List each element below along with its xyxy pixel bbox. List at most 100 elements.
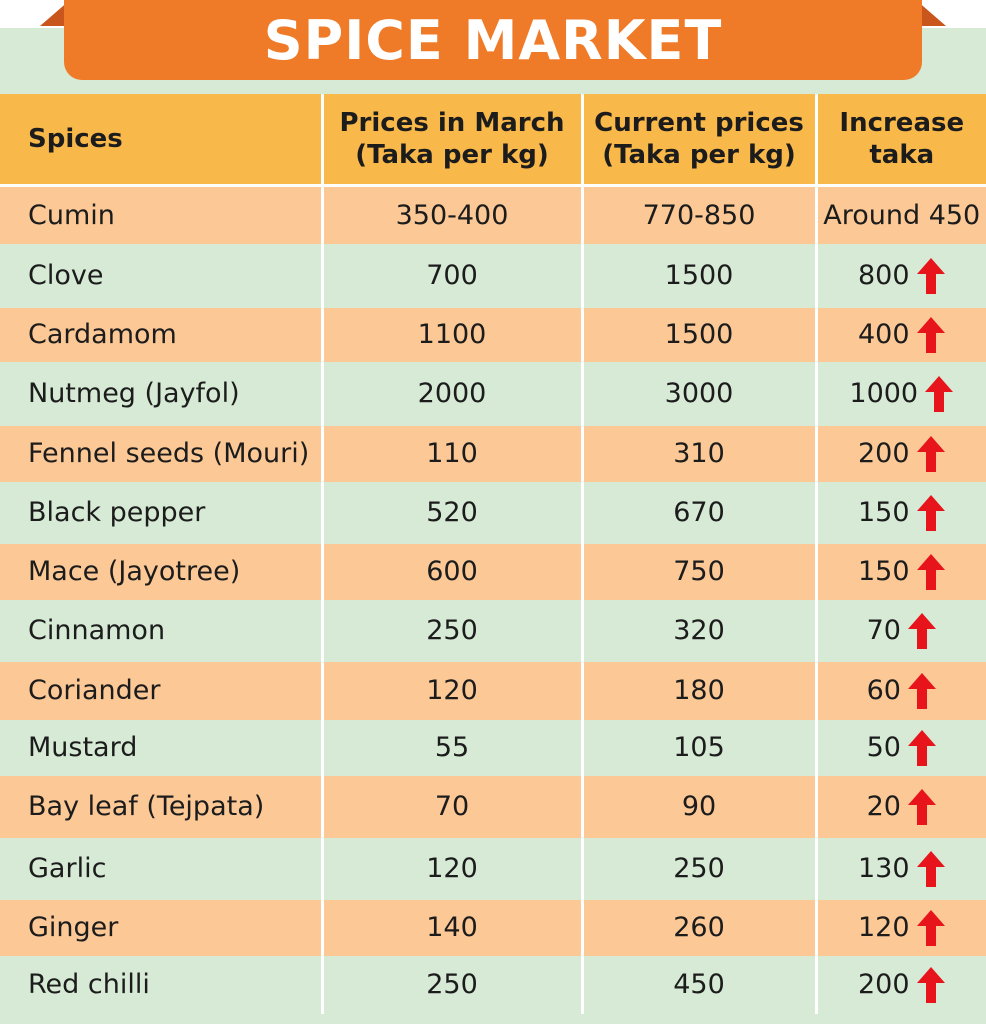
- table-row: Cumin 350-400 770-850 Around 450: [0, 185, 986, 244]
- cell-increase: 20: [814, 775, 986, 838]
- cell-spice: Fennel seeds (Mouri): [0, 425, 322, 482]
- cell-spice: Cumin: [0, 185, 322, 244]
- increase-value: 50: [866, 732, 901, 763]
- cell-current-price: 250: [580, 837, 816, 900]
- table-row: Mustard 55 105 50: [0, 719, 986, 776]
- cell-current-price: 1500: [580, 307, 816, 362]
- cell-march-price: 120: [320, 661, 582, 720]
- cell-current-price: 750: [580, 543, 816, 600]
- cell-increase: 60: [814, 661, 986, 720]
- up-arrow-icon: [916, 257, 945, 294]
- cell-march-price: 600: [320, 543, 582, 600]
- cell-spice: Mace (Jayotree): [0, 543, 322, 600]
- cell-march-price: 55: [320, 719, 582, 776]
- table-row: Cardamom 1100 1500 400: [0, 307, 986, 362]
- cell-spice: Black pepper: [0, 481, 322, 544]
- cell-current-price: 320: [580, 599, 816, 662]
- cell-increase: Around 450: [814, 185, 986, 244]
- table-row: Fennel seeds (Mouri) 110 310 200: [0, 425, 986, 482]
- table-row: Black pepper 520 670 150: [0, 481, 986, 544]
- cell-current-price: 670: [580, 481, 816, 544]
- up-arrow-icon: [916, 553, 945, 590]
- cell-march-price: 70: [320, 775, 582, 838]
- spice-price-table: Spices Prices in March (Taka per kg) Curr…: [0, 94, 986, 1014]
- increase-value: 60: [866, 675, 901, 706]
- banner-area: SPICE MARKET: [0, 0, 986, 94]
- increase-value: 150: [857, 497, 910, 528]
- cell-increase: 70: [814, 599, 986, 662]
- cell-increase: 800: [814, 243, 986, 308]
- up-arrow-icon: [916, 909, 945, 946]
- table-row: Cinnamon 250 320 70: [0, 599, 986, 662]
- cell-spice: Clove: [0, 243, 322, 308]
- table-row: Red chilli 250 450 200: [0, 955, 986, 1014]
- column-header-march-price: Prices in March (Taka per kg): [320, 94, 582, 187]
- cell-spice: Cinnamon: [0, 599, 322, 662]
- cell-spice: Cardamom: [0, 307, 322, 362]
- up-arrow-icon: [925, 375, 954, 412]
- page-title: SPICE MARKET: [263, 8, 723, 72]
- cell-march-price: 350-400: [320, 185, 582, 244]
- table-row: Clove 700 1500 800: [0, 243, 986, 308]
- increase-value: 800: [857, 260, 910, 291]
- column-header-current-price: Current prices (Taka per kg): [580, 94, 816, 187]
- up-arrow-icon: [907, 672, 936, 709]
- table-row: Nutmeg (Jayfol) 2000 3000 1000: [0, 361, 986, 426]
- up-arrow-icon: [916, 966, 945, 1003]
- increase-value: 20: [866, 791, 901, 822]
- up-arrow-icon: [907, 788, 936, 825]
- cell-current-price: 260: [580, 899, 816, 956]
- table-header-row: Spices Prices in March (Taka per kg) Curr…: [0, 94, 986, 187]
- cell-current-price: 450: [580, 955, 816, 1014]
- cell-increase: 130: [814, 837, 986, 900]
- cell-increase: 200: [814, 955, 986, 1014]
- up-arrow-icon: [916, 850, 945, 887]
- table-body: Cumin 350-400 770-850 Around 450 Clove 700 150…: [0, 185, 986, 1014]
- cell-march-price: 520: [320, 481, 582, 544]
- cell-march-price: 120: [320, 837, 582, 900]
- table-row: Bay leaf (Tejpata) 70 90 20: [0, 775, 986, 838]
- cell-march-price: 110: [320, 425, 582, 482]
- increase-value: 120: [857, 912, 910, 943]
- increase-value: Around 450: [823, 199, 981, 231]
- cell-increase: 150: [814, 481, 986, 544]
- cell-current-price: 770-850: [580, 185, 816, 244]
- cell-current-price: 90: [580, 775, 816, 838]
- cell-march-price: 140: [320, 899, 582, 956]
- cell-increase: 1000: [814, 361, 986, 426]
- cell-march-price: 250: [320, 599, 582, 662]
- cell-increase: 120: [814, 899, 986, 956]
- cell-current-price: 3000: [580, 361, 816, 426]
- cell-spice: Nutmeg (Jayfol): [0, 361, 322, 426]
- table-row: Coriander 120 180 60: [0, 661, 986, 720]
- up-arrow-icon: [916, 435, 945, 472]
- increase-value: 130: [857, 853, 910, 884]
- cell-spice: Ginger: [0, 899, 322, 956]
- cell-increase: 50: [814, 719, 986, 776]
- cell-march-price: 2000: [320, 361, 582, 426]
- cell-current-price: 310: [580, 425, 816, 482]
- title-banner: SPICE MARKET: [64, 0, 922, 80]
- cell-current-price: 105: [580, 719, 816, 776]
- cell-march-price: 250: [320, 955, 582, 1014]
- increase-value: 1000: [849, 378, 919, 409]
- up-arrow-icon: [907, 729, 936, 766]
- cell-spice: Garlic: [0, 837, 322, 900]
- up-arrow-icon: [916, 494, 945, 531]
- cell-spice: Mustard: [0, 719, 322, 776]
- cell-current-price: 1500: [580, 243, 816, 308]
- cell-increase: 200: [814, 425, 986, 482]
- table-row: Mace (Jayotree) 600 750 150: [0, 543, 986, 600]
- increase-value: 400: [857, 319, 910, 350]
- cell-increase: 400: [814, 307, 986, 362]
- cell-spice: Bay leaf (Tejpata): [0, 775, 322, 838]
- increase-value: 70: [866, 615, 901, 646]
- increase-value: 200: [857, 438, 910, 469]
- table-row: Ginger 140 260 120: [0, 899, 986, 956]
- table-row: Garlic 120 250 130: [0, 837, 986, 900]
- column-header-spices: Spices: [0, 94, 322, 187]
- cell-spice: Coriander: [0, 661, 322, 720]
- cell-current-price: 180: [580, 661, 816, 720]
- cell-increase: 150: [814, 543, 986, 600]
- cell-march-price: 700: [320, 243, 582, 308]
